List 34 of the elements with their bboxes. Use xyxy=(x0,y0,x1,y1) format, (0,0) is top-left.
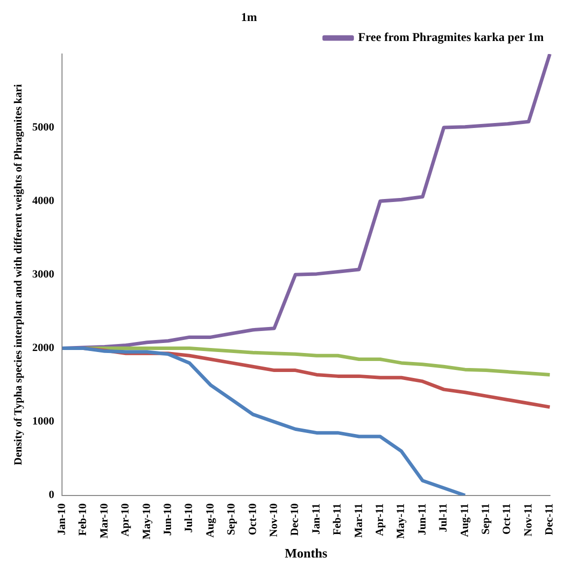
legend-label: Free from Phragmites karka per 1m xyxy=(358,30,544,44)
x-tick-label: Mar-11 xyxy=(352,503,365,538)
x-tick-label: May-11 xyxy=(395,503,408,539)
x-tick-label: Aug-10 xyxy=(204,502,216,538)
x-tick-label: Nov-11 xyxy=(522,503,534,536)
x-tick-label: Dec-10 xyxy=(289,502,302,536)
x-tick-label: Jan-10 xyxy=(56,502,68,536)
x-tick-label: Dec-11 xyxy=(544,503,556,536)
y-tick-label: 0 xyxy=(48,489,55,502)
text: 1m xyxy=(241,10,257,24)
x-tick-label: Jan-11 xyxy=(310,503,322,535)
x-tick-label: Aug-11 xyxy=(458,503,471,537)
x-tick-label: Jun-10 xyxy=(162,502,174,536)
x-tick-label: Oct-10 xyxy=(246,502,259,536)
x-tick-label: Feb-11 xyxy=(332,503,344,536)
x-tick-label: Sep-10 xyxy=(226,502,238,536)
y-axis-title: Density of Typha species interplant and with different weights of Phragmites kari xyxy=(12,84,24,466)
y-tick-label: 4000 xyxy=(32,194,55,207)
x-tick-label: Oct-11 xyxy=(501,503,514,535)
y-tick-label: 2000 xyxy=(32,342,55,354)
y-tick-label: 1000 xyxy=(32,416,55,428)
y-tick-label: 5000 xyxy=(32,121,55,134)
x-tick-label: Mar-10 xyxy=(98,502,110,538)
x-tick-label: Jul-11 xyxy=(438,503,450,532)
x-tick-label: Feb-10 xyxy=(77,502,90,536)
x-tick-label: Apr-11 xyxy=(374,503,386,536)
x-tick-label: May-10 xyxy=(140,502,153,540)
x-tick-label: Jul-10 xyxy=(183,502,196,533)
x-tick-label: Nov-10 xyxy=(268,502,280,537)
x-tick-label: Apr-10 xyxy=(120,502,132,537)
y-tick-label: 3000 xyxy=(32,268,55,281)
x-tick-label: Jun-11 xyxy=(416,503,428,536)
x-axis-title: Months xyxy=(284,546,328,561)
x-tick-label: Sep-11 xyxy=(480,503,492,535)
